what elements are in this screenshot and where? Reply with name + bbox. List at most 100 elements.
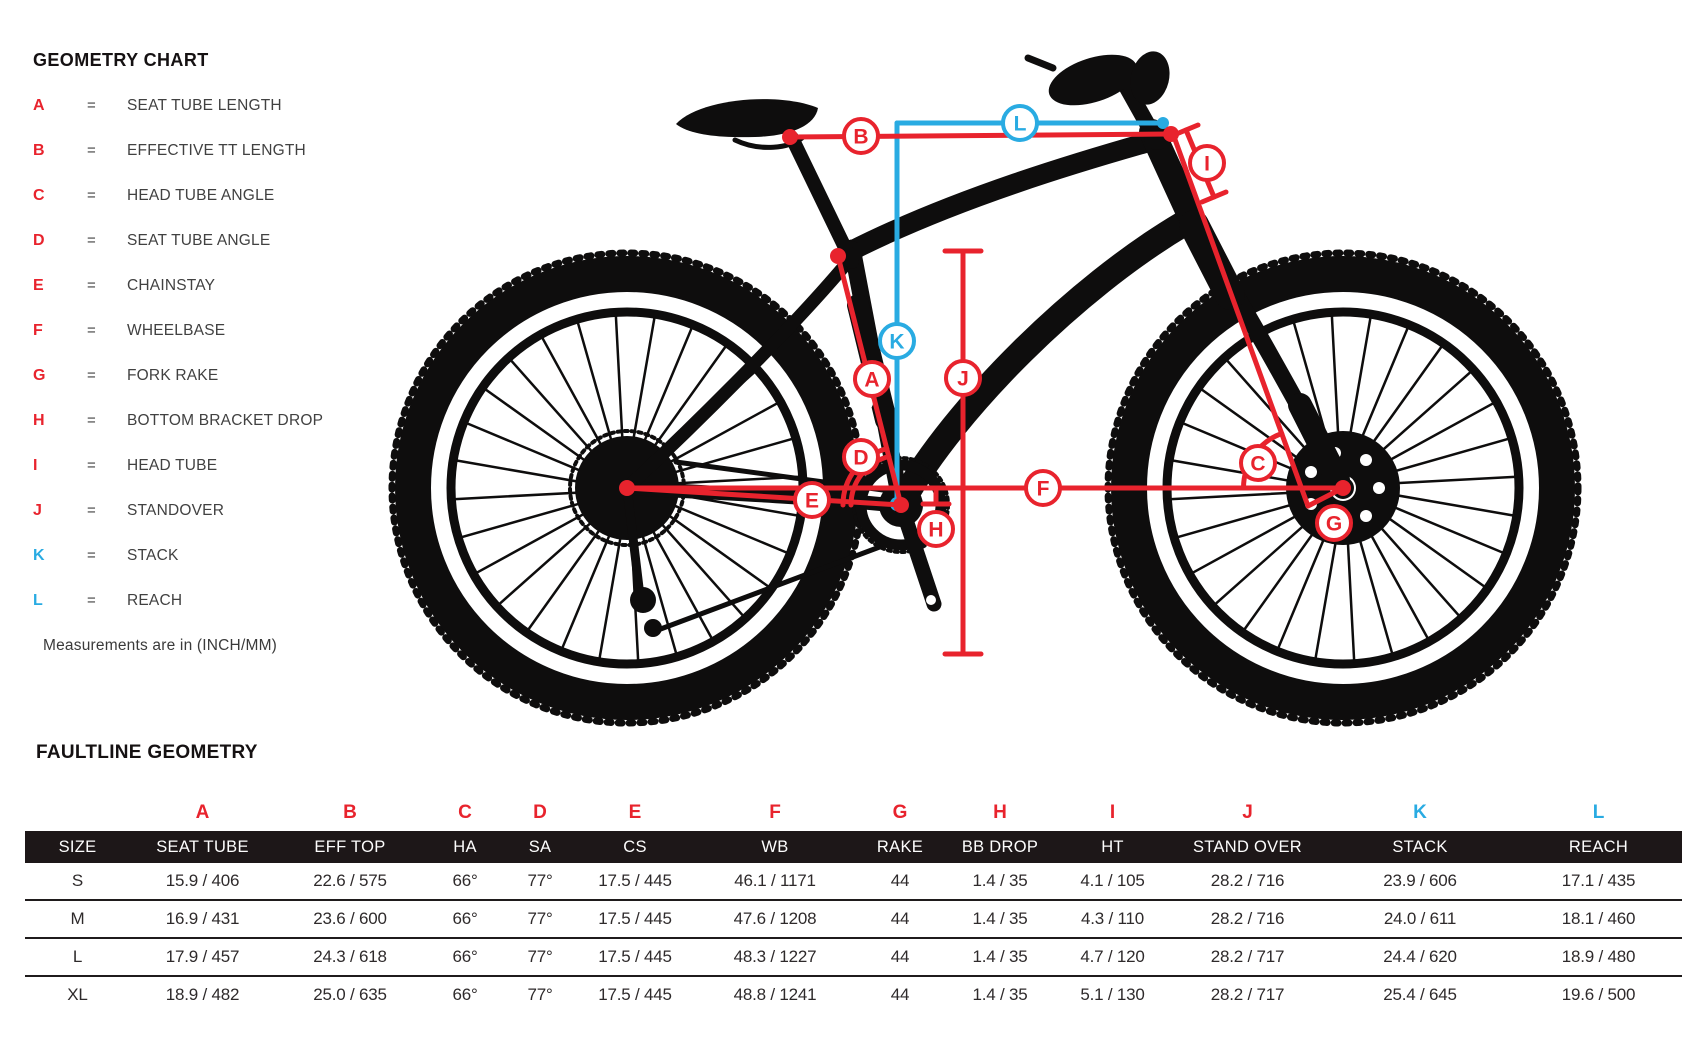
legend-label: HEAD TUBE bbox=[127, 457, 218, 474]
column-letter: A bbox=[195, 802, 210, 823]
table-cell: 77° bbox=[527, 985, 553, 1004]
equals-sign: = bbox=[87, 457, 96, 474]
marker-C: C bbox=[1239, 444, 1277, 482]
table-cell: 4.1 / 105 bbox=[1080, 871, 1145, 890]
table-cell: 4.3 / 110 bbox=[1080, 909, 1145, 928]
crankset bbox=[852, 456, 950, 612]
table-cell: 66° bbox=[452, 947, 478, 966]
stack-reach-lines bbox=[890, 117, 1169, 511]
table-cell: 28.2 / 716 bbox=[1210, 909, 1285, 928]
table-cell: 16.9 / 431 bbox=[165, 909, 240, 928]
table-cell: 24.3 / 618 bbox=[313, 947, 387, 966]
legend-item: H = BOTTOM BRACKET DROP bbox=[33, 412, 393, 429]
table-cell: 48.8 / 1241 bbox=[733, 985, 817, 1004]
svg-text:C: C bbox=[1250, 453, 1265, 476]
table-cell: 17.5 / 445 bbox=[598, 909, 672, 928]
table-cell: 22.6 / 575 bbox=[313, 871, 387, 890]
column-header: HA bbox=[425, 831, 505, 863]
table-cell: 23.6 / 600 bbox=[313, 909, 387, 928]
geometry-table: A B C D E F G H I J K L SIZE SEAT TUBE EFF TOP HA SA CS WB… bbox=[25, 772, 1682, 1013]
rear-wheel bbox=[388, 249, 866, 727]
table-letter-row: A B C D E F G H I J K L bbox=[25, 772, 1682, 831]
equals-sign: = bbox=[87, 592, 96, 609]
legend-label: REACH bbox=[127, 592, 183, 609]
svg-text:G: G bbox=[1326, 513, 1342, 536]
column-letter: K bbox=[1413, 802, 1427, 823]
legend-letter: L bbox=[33, 592, 43, 609]
column-letter: C bbox=[458, 802, 472, 823]
table-cell: 18.9 / 480 bbox=[1561, 947, 1636, 966]
column-header: STAND OVER bbox=[1170, 831, 1325, 863]
marker-D: D bbox=[842, 438, 880, 476]
marker-K: K bbox=[878, 322, 916, 360]
table-cell: 1.4 / 35 bbox=[972, 909, 1028, 928]
chain-top bbox=[673, 459, 901, 495]
table-cell: 48.3 / 1227 bbox=[733, 947, 817, 966]
table-row: XL 18.9 / 482 25.0 / 635 66° 77° 17.5 / 445 48… bbox=[25, 976, 1682, 1013]
legend-letter: A bbox=[33, 97, 45, 114]
legend-item: F = WHEELBASE bbox=[33, 322, 393, 339]
legend-item: D = SEAT TUBE ANGLE bbox=[33, 232, 393, 249]
table-cell: 23.9 / 606 bbox=[1383, 871, 1457, 890]
size-cell: M bbox=[70, 909, 85, 928]
table-cell: 18.9 / 482 bbox=[165, 985, 240, 1004]
handlebar bbox=[1024, 51, 1170, 150]
legend-item: I = HEAD TUBE bbox=[33, 457, 393, 474]
legend-title: GEOMETRY CHART bbox=[33, 50, 209, 70]
column-letter: G bbox=[892, 802, 908, 823]
legend-label: STACK bbox=[127, 547, 179, 564]
marker-G: G bbox=[1315, 504, 1353, 542]
table-cell: 1.4 / 35 bbox=[972, 947, 1028, 966]
legend-label: FORK RAKE bbox=[127, 367, 219, 384]
marker-A: A bbox=[853, 360, 891, 398]
svg-text:J: J bbox=[957, 368, 969, 391]
front-wheel bbox=[1104, 249, 1582, 727]
table-cell: 17.5 / 445 bbox=[598, 985, 672, 1004]
legend-label: HEAD TUBE ANGLE bbox=[127, 187, 275, 204]
table-cell: 17.9 / 457 bbox=[165, 947, 240, 966]
bike-illustration bbox=[388, 51, 1582, 727]
legend-letter: K bbox=[33, 547, 45, 564]
marker-H: H bbox=[917, 510, 955, 548]
marker-F: F bbox=[1024, 469, 1062, 507]
table-cell: 28.2 / 717 bbox=[1210, 985, 1285, 1004]
equals-sign: = bbox=[87, 232, 96, 249]
column-letter: E bbox=[628, 802, 642, 823]
column-header: EFF TOP bbox=[275, 831, 425, 863]
legend-letter: B bbox=[33, 142, 45, 159]
column-header: BB DROP bbox=[945, 831, 1055, 863]
legend-letter: J bbox=[33, 502, 42, 519]
column-header: CS bbox=[575, 831, 695, 863]
legend-label: BOTTOM BRACKET DROP bbox=[127, 412, 324, 429]
table-cell: 25.4 / 645 bbox=[1383, 985, 1457, 1004]
equals-sign: = bbox=[87, 277, 96, 294]
table-cell: 44 bbox=[890, 947, 910, 966]
legend-item: A = SEAT TUBE LENGTH bbox=[33, 97, 393, 114]
table-cell: 24.0 / 611 bbox=[1383, 909, 1457, 928]
column-header: SEAT TUBE bbox=[130, 831, 275, 863]
table-cell: 24.4 / 620 bbox=[1383, 947, 1457, 966]
table-cell: 66° bbox=[452, 909, 478, 928]
svg-text:A: A bbox=[864, 369, 879, 392]
legend-list: A = SEAT TUBE LENGTH B = EFFECTIVE TT LENGTH C… bbox=[33, 97, 393, 609]
table-cell: 46.1 / 1171 bbox=[734, 871, 816, 890]
table-cell: 5.1 / 130 bbox=[1080, 985, 1145, 1004]
equals-sign: = bbox=[87, 367, 96, 384]
table-row: M 16.9 / 431 23.6 / 600 66° 77° 17.5 / 445 47.… bbox=[25, 900, 1682, 938]
table-title: FAULTLINE GEOMETRY bbox=[36, 742, 258, 763]
legend-letter: E bbox=[33, 277, 44, 294]
column-letter: I bbox=[1109, 802, 1116, 823]
table-row: S 15.9 / 406 22.6 / 575 66° 77° 17.5 / 445 46.… bbox=[25, 863, 1682, 900]
table-cell: 77° bbox=[527, 909, 553, 928]
equals-sign: = bbox=[87, 142, 96, 159]
table-cell: 44 bbox=[890, 985, 910, 1004]
column-header: SIZE bbox=[25, 831, 130, 863]
legend-item: K = STACK bbox=[33, 547, 393, 564]
legend-letter: I bbox=[33, 457, 38, 474]
marker-E: E bbox=[793, 481, 831, 519]
equals-sign: = bbox=[87, 187, 96, 204]
table-header-row: SIZE SEAT TUBE EFF TOP HA SA CS WB RAKE BB DROP H… bbox=[25, 831, 1682, 863]
equals-sign: = bbox=[87, 97, 96, 114]
table-cell: 77° bbox=[527, 871, 553, 890]
